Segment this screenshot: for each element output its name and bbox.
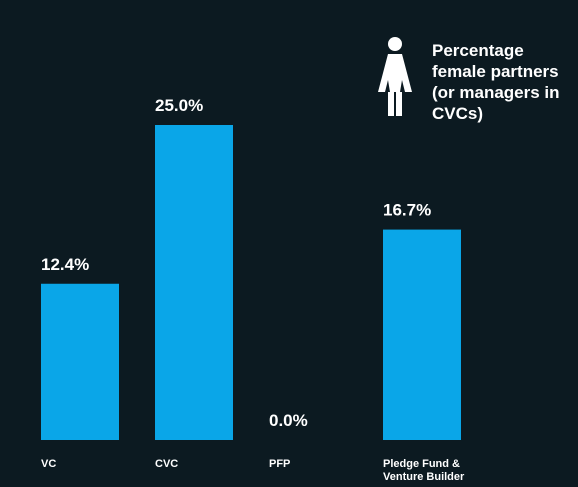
x-tick-label: VC <box>41 458 57 470</box>
bar <box>155 125 233 440</box>
x-tick-label: CVC <box>155 458 179 470</box>
bar <box>41 283 119 440</box>
annotation: Percentage female partners (or managers … <box>432 41 560 123</box>
value-label: 16.7% <box>383 201 431 220</box>
x-tick-label: PFP <box>269 458 291 470</box>
bar <box>383 229 461 440</box>
value-label: 0.0% <box>269 411 308 430</box>
female-icon <box>378 37 412 116</box>
value-label: 12.4% <box>41 255 89 274</box>
x-tick-label: Pledge Fund & Venture Builder <box>383 458 465 483</box>
value-label: 25.0% <box>155 96 203 115</box>
